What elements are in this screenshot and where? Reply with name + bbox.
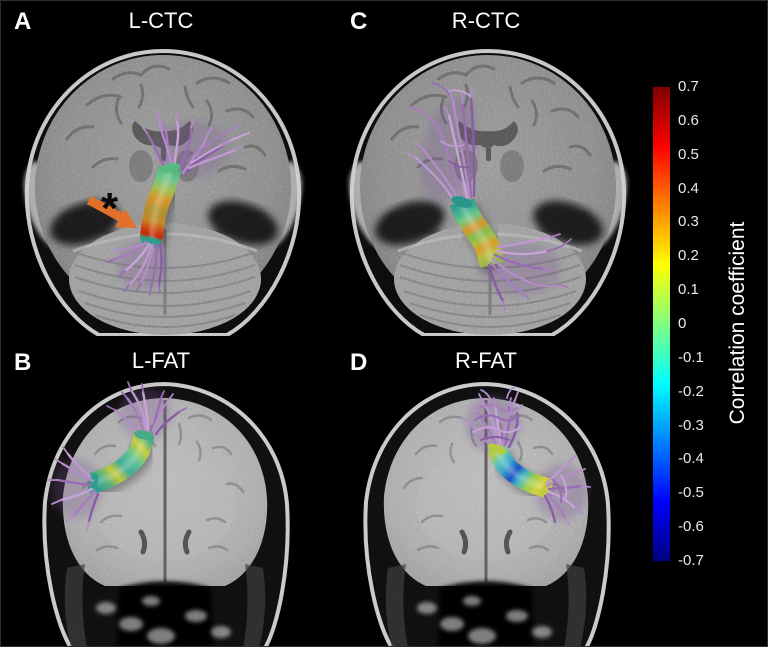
- panel-letter-c: C: [350, 8, 368, 35]
- tract-fibers-superior: [106, 381, 187, 437]
- colorbar-tick: -0.1: [678, 348, 704, 366]
- pointer-arrow: [86, 196, 137, 228]
- colorbar-tick: 0.3: [678, 213, 699, 231]
- panel-c-mri: [349, 48, 627, 336]
- colorbar-tick: 0.5: [678, 145, 699, 163]
- colorbar-tick: 0.6: [678, 111, 699, 129]
- tract-fibers-lateral: [47, 446, 100, 531]
- tract-fibers-superior: [460, 386, 523, 451]
- colorbar-tick: 0.7: [678, 78, 699, 95]
- tube-top-cap: [451, 196, 473, 208]
- brain-slice: [42, 381, 290, 646]
- colorbar-tick: -0.7: [678, 552, 704, 569]
- panel-title-r-fat: R-FAT: [455, 348, 517, 373]
- panel-a-mri: *: [24, 48, 302, 336]
- tract-fibers-superior: [406, 82, 476, 207]
- colorbar-tick: 0.4: [678, 179, 699, 197]
- tube-end-cap: [87, 473, 99, 493]
- panel-title-l-fat: L-FAT: [131, 348, 191, 373]
- panel-title-r-ctc: R-CTC: [451, 8, 521, 33]
- panel-letter-d: D: [350, 349, 368, 376]
- tube-top-cap: [159, 163, 181, 173]
- colorbar-tick: -0.5: [678, 484, 704, 502]
- colorbar-tick: -0.2: [678, 382, 704, 400]
- tract-fibers-inferior: [106, 240, 163, 296]
- tract-fibers-inferior: [487, 233, 572, 310]
- colorbar-tick: -0.6: [678, 518, 704, 536]
- colorbar-tick: 0.1: [678, 281, 699, 299]
- panel-d-mri: [363, 381, 611, 646]
- colorbar-axis-label: Correlation coefficient: [726, 221, 749, 425]
- panel-title-l-ctc: L-CTC: [128, 8, 194, 33]
- tract-fibers-lateral: [543, 455, 591, 526]
- colorbar-tick: 0: [678, 315, 687, 332]
- colorbar-gradient: [653, 87, 670, 561]
- colorbar-tick: 0.2: [678, 247, 699, 265]
- tube-top-cap: [487, 443, 507, 455]
- panel-b-mri: [42, 381, 290, 646]
- panel-letter-b: B: [14, 349, 32, 376]
- colorbar-tick: -0.4: [678, 450, 704, 468]
- colorbar-tick: -0.3: [678, 416, 704, 434]
- brain-slice: [349, 48, 627, 336]
- asterisk-annotation: *: [101, 184, 119, 233]
- tube-top-cap: [134, 430, 154, 440]
- panel-letter-a: A: [14, 8, 32, 35]
